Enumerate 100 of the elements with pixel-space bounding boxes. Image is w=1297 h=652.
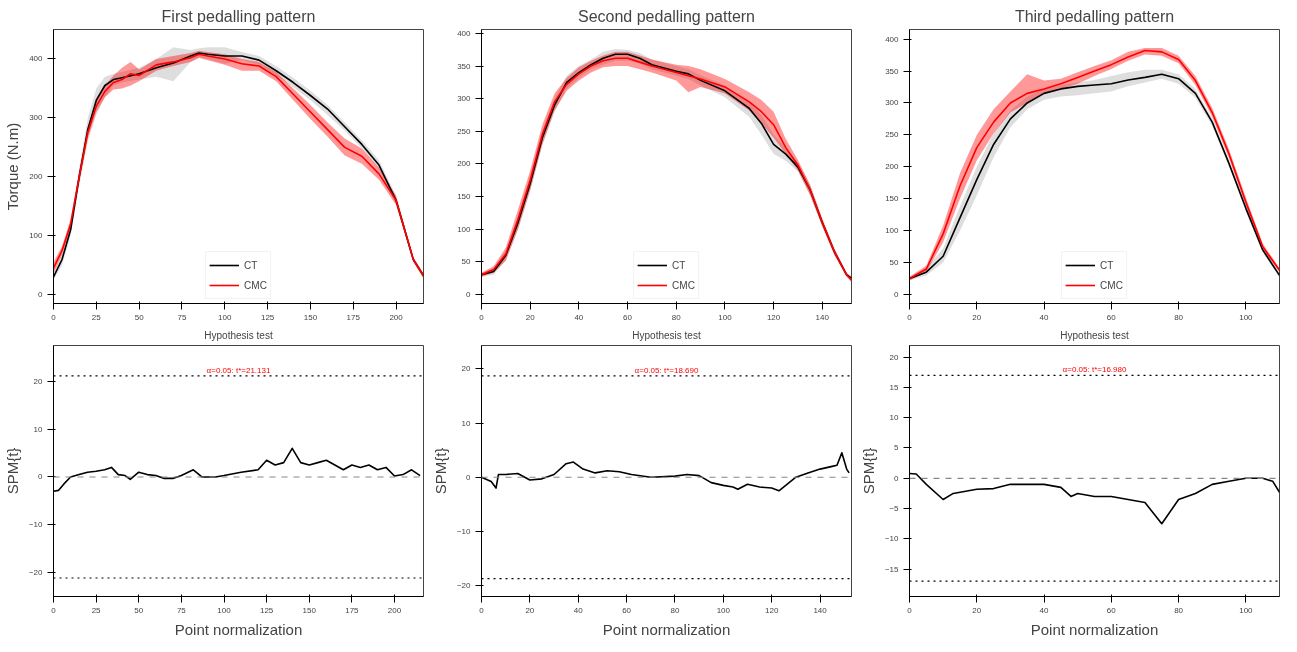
chart-title: Hypothesis test: [632, 329, 701, 341]
y-tick-label: 350: [885, 66, 900, 76]
x-tick-label: 140: [815, 312, 830, 322]
x-tick-label: 140: [813, 605, 828, 615]
y-tick-label: −20: [456, 581, 472, 591]
ref-line-label: α=0.05: t*=18.690: [634, 365, 699, 375]
y-axis-title: SPM{t}: [431, 447, 449, 495]
x-tick-label: 120: [766, 312, 781, 322]
x-tick-label: 40: [574, 312, 584, 322]
y-axis-title: SPM{t}: [3, 447, 21, 495]
y-tick-label: 0: [38, 290, 44, 300]
x-tick-label: 0: [479, 312, 485, 322]
chart-title: Hypothesis test: [204, 329, 273, 341]
x-tick-label: 0: [907, 605, 913, 615]
y-tick-label: 250: [457, 126, 472, 136]
y-tick-label: 20: [461, 364, 472, 374]
y-tick-label: 50: [461, 257, 472, 267]
x-tick-label: 80: [1174, 605, 1184, 615]
y-tick-label: 150: [885, 194, 900, 204]
chart-title: Hypothesis test: [1060, 329, 1129, 341]
legend-label: CMC: [244, 279, 267, 291]
x-axis-title: Point normalization: [602, 620, 731, 638]
ref-line-label: α=0.05: t*=16.980: [1062, 365, 1127, 375]
x-tick-label: 80: [1174, 312, 1184, 322]
y-tick-label: −10: [456, 526, 472, 536]
y-tick-label: 50: [889, 258, 900, 268]
chart-title: First pedalling pattern: [161, 7, 316, 25]
x-tick-label: 80: [671, 312, 682, 322]
ref-line-label: α=0.05: t*=21.131: [206, 365, 271, 375]
x-tick-label: 200: [387, 605, 402, 615]
x-tick-label: 25: [91, 605, 102, 615]
y-tick-label: 0: [466, 289, 472, 299]
x-tick-label: 100: [1239, 312, 1254, 322]
x-tick-label: 100: [218, 312, 233, 322]
x-tick-label: 80: [670, 605, 680, 615]
x-tick-label: 120: [765, 605, 779, 615]
x-tick-label: 60: [622, 605, 632, 615]
chart-title: Third pedalling pattern: [1014, 7, 1175, 25]
x-tick-label: 20: [525, 312, 536, 322]
y-tick-label: 200: [885, 162, 900, 172]
x-tick-label: 100: [217, 605, 232, 615]
y-tick-label: 250: [885, 130, 900, 140]
y-axis-title: Torque (N.m): [4, 122, 22, 211]
x-tick-label: 40: [1039, 312, 1050, 322]
x-tick-label: 50: [134, 312, 145, 322]
y-tick-label: 20: [33, 376, 44, 386]
y-tick-label: −10: [28, 520, 44, 530]
y-tick-label: 400: [29, 54, 44, 64]
x-tick-label: 20: [525, 605, 535, 615]
y-tick-label: 0: [894, 473, 900, 483]
y-tick-label: 100: [29, 231, 44, 241]
y-tick-label: 150: [457, 192, 472, 202]
y-tick-label: 100: [457, 224, 472, 234]
y-tick-label: 350: [457, 61, 472, 71]
y-tick-label: 10: [461, 418, 472, 428]
x-tick-label: 60: [623, 312, 633, 322]
x-tick-label: 100: [718, 312, 733, 322]
y-tick-label: −20: [28, 568, 44, 578]
y-tick-label: −10: [884, 534, 900, 544]
legend-label: CT: [244, 259, 259, 271]
legend-label: CMC: [1100, 279, 1123, 291]
x-tick-label: 40: [1039, 605, 1050, 615]
x-tick-label: 150: [303, 312, 318, 322]
x-tick-label: 75: [176, 605, 187, 615]
y-tick-label: 0: [38, 472, 44, 482]
y-tick-label: 300: [457, 94, 472, 104]
x-tick-label: 0: [907, 312, 913, 322]
x-tick-label: 175: [346, 312, 361, 322]
legend-label: CT: [672, 259, 687, 271]
y-tick-label: 0: [894, 290, 900, 300]
x-tick-label: 40: [573, 605, 584, 615]
y-tick-label: 400: [457, 28, 472, 38]
x-tick-label: 60: [1106, 312, 1117, 322]
x-tick-label: 125: [259, 605, 274, 615]
y-tick-label: 0: [466, 472, 472, 482]
legend-label: CMC: [672, 279, 695, 291]
y-tick-label: 300: [29, 113, 44, 123]
x-tick-label: 0: [51, 312, 57, 322]
y-tick-label: −15: [884, 564, 900, 574]
x-tick-label: 200: [389, 312, 404, 322]
y-tick-label: 20: [889, 352, 900, 362]
x-tick-label: 20: [972, 312, 982, 322]
x-tick-label: 50: [134, 605, 144, 615]
x-tick-label: 60: [1106, 605, 1117, 615]
x-axis-title: Point normalization: [1030, 620, 1159, 638]
x-tick-label: 0: [51, 605, 57, 615]
chart-title: Second pedalling pattern: [577, 7, 756, 25]
legend-label: CT: [1100, 259, 1115, 271]
y-tick-label: −5: [889, 504, 900, 514]
x-tick-label: 175: [345, 605, 360, 615]
x-tick-label: 150: [302, 605, 317, 615]
x-tick-label: 125: [260, 312, 275, 322]
x-tick-label: 100: [1239, 605, 1254, 615]
y-tick-label: 400: [885, 34, 900, 44]
y-tick-label: 200: [29, 172, 44, 182]
y-tick-label: 5: [894, 443, 900, 453]
x-axis-title: Point normalization: [174, 620, 303, 638]
y-tick-label: 100: [885, 226, 900, 236]
x-tick-label: 0: [479, 605, 485, 615]
y-tick-label: 15: [889, 382, 900, 392]
